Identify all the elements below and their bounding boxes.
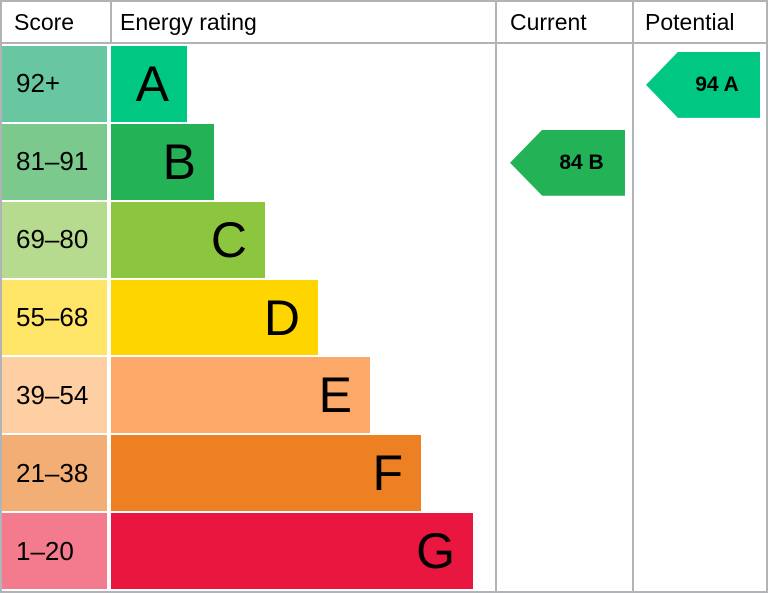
potential-column-divider — [632, 2, 634, 591]
band-letter-d: D — [263, 289, 300, 346]
score-column-header: Score — [14, 9, 75, 35]
current-rating-label: 84 B — [559, 150, 604, 174]
band-row-d: 55–68 D — [2, 279, 766, 358]
score-column-divider — [110, 2, 112, 42]
band-letter-c: C — [210, 211, 247, 268]
band-row-a: 92+ A 94 A — [2, 46, 766, 124]
score-range-cell-b: 81–91 — [2, 123, 107, 200]
band-bar-a: A — [111, 46, 187, 122]
potential-rating-arrow: 94 A — [646, 51, 760, 118]
band-row-g: 1–20 G — [2, 513, 766, 591]
current-column-header: Current — [510, 9, 587, 35]
energy-rating-column-header: Energy rating — [120, 9, 257, 35]
band-letter-g: G — [416, 523, 455, 580]
chart-header-row: Score Energy rating Current Potential — [2, 2, 766, 44]
score-range-cell-f: 21–38 — [2, 435, 107, 512]
band-bar-e: E — [111, 357, 370, 434]
band-row-b: 81–91 B 84 B — [2, 123, 766, 202]
score-range-cell-c: 69–80 — [2, 201, 107, 278]
band-rows: 92+ A 94 A 81–91 B 84 B 69–80 C 55–68 — [2, 44, 766, 591]
current-rating-arrow: 84 B — [510, 129, 625, 196]
score-range-cell-d: 55–68 — [2, 279, 107, 356]
score-range-cell-e: 39–54 — [2, 357, 107, 434]
band-bar-g: G — [111, 513, 473, 590]
band-row-c: 69–80 C — [2, 201, 766, 280]
band-row-f: 21–38 F — [2, 435, 766, 513]
current-column-divider — [495, 2, 497, 591]
band-letter-f: F — [372, 445, 403, 502]
band-letter-e: E — [318, 367, 352, 424]
potential-column-header: Potential — [645, 9, 735, 35]
band-letter-a: A — [135, 55, 169, 112]
score-range-cell-g: 1–20 — [2, 513, 107, 590]
band-row-e: 39–54 E — [2, 357, 766, 435]
band-letter-b: B — [162, 133, 196, 190]
score-range-cell-a: 92+ — [2, 46, 107, 122]
band-bar-f: F — [111, 435, 421, 512]
band-bar-d: D — [111, 279, 318, 356]
potential-rating-label: 94 A — [695, 72, 739, 96]
band-bar-b: B — [111, 123, 214, 200]
band-bar-c: C — [111, 201, 265, 278]
